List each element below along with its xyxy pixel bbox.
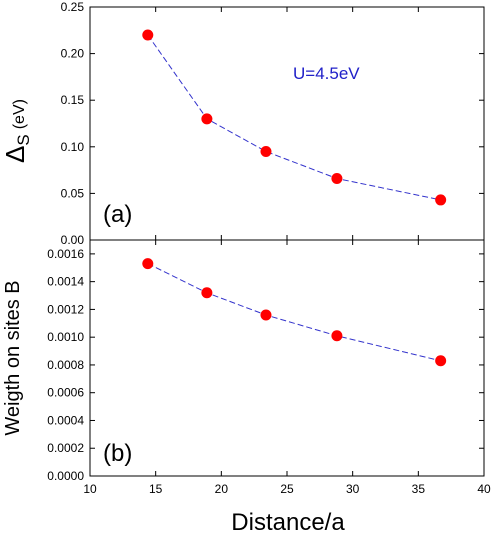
panel-b-y-ticks: 0.0000 0.0002 0.0004 0.0006 0.0008 0.0010 0.00… xyxy=(47,247,484,483)
panel-a-data-point xyxy=(201,113,213,125)
panel-a-data-point xyxy=(260,145,272,157)
panel-a-ylabel-unit: (eV) xyxy=(11,99,28,129)
panel-b-series xyxy=(142,258,447,367)
panel-b-frame xyxy=(89,239,485,477)
panel-b-y-tick-label: 0.0010 xyxy=(47,330,84,344)
panel-b-data-point xyxy=(142,258,154,270)
panel-a-y-tick-label: 0.05 xyxy=(61,186,85,200)
panel-b-x-tick-label: 40 xyxy=(477,482,491,496)
panel-b-data-point xyxy=(260,309,272,321)
panel-a-annotation: U=4.5eV xyxy=(293,64,360,83)
panel-b-y-tick-label: 0.0002 xyxy=(47,441,84,455)
panel-b-y-tick-label: 0.0006 xyxy=(47,386,84,400)
panel-a-label: (a) xyxy=(103,201,132,228)
panel-a-data-point xyxy=(331,172,343,184)
panel-a-ylabel-subscript: S xyxy=(14,134,33,145)
panel-b-label: (b) xyxy=(103,440,132,467)
panel-b-data-point xyxy=(435,355,447,367)
panel-b-ylabel: Weigth on sites B xyxy=(2,280,24,435)
panel-a-y-tick-label: 0.15 xyxy=(61,93,85,107)
panel-a-series xyxy=(142,29,447,206)
panel-b-x-tick-label: 30 xyxy=(346,482,360,496)
panel-b-y-tick-label: 0.0004 xyxy=(47,413,84,427)
panel-b-y-tick-label: 0.0014 xyxy=(47,275,84,289)
panel-b-y-tick-label: 0.0012 xyxy=(47,302,84,316)
panel-b-y-tick-label: 0.0016 xyxy=(47,247,84,261)
panel-b-x-tick-label: 35 xyxy=(412,482,426,496)
panel-b-y-tick-label: 0.0000 xyxy=(47,469,84,483)
svg-text:ΔS(eV): ΔS (eV) xyxy=(0,99,33,163)
panel-a-frame xyxy=(89,6,485,241)
panel-a-series-line xyxy=(147,34,441,201)
panel-b-x-tick-label: 10 xyxy=(83,482,97,496)
panel-b-y-tick-label: 0.0008 xyxy=(47,358,84,372)
panel-a-y-ticks: 0.00 0.05 0.10 0.15 0.20 0.25 xyxy=(61,0,485,247)
panel-a-y-tick-label: 0.10 xyxy=(61,140,85,154)
panel-a-data-point xyxy=(435,194,447,206)
panel-a-y-tick-label: 0.25 xyxy=(61,0,85,14)
panel-b-x-tick-label: 15 xyxy=(149,482,163,496)
panel-b-x-tick-label: 20 xyxy=(215,482,229,496)
panel-b-x-ticks: 10 15 20 25 30 35 40 xyxy=(83,240,491,496)
panel-a: 0.00 0.05 0.10 0.15 0.20 0.25 (a) U=4.5eV ΔS (… xyxy=(0,0,485,247)
panel-a-ylabel-symbol: Δ xyxy=(0,146,30,163)
panel-b-series-line xyxy=(147,263,441,362)
panel-a-data-point xyxy=(142,29,154,41)
panel-b-data-point xyxy=(201,287,213,299)
panel-b-x-tick-label: 25 xyxy=(280,482,294,496)
panel-b-xlabel: Distance/a xyxy=(231,509,345,536)
panel-a-ylabel: ΔS (eV) xyxy=(0,99,33,163)
panel-b-data-point xyxy=(331,330,343,342)
panel-a-y-tick-label: 0.20 xyxy=(61,47,85,61)
panel-b: 0.0000 0.0002 0.0004 0.0006 0.0008 0.0010 0.00… xyxy=(2,239,491,536)
panel-a-y-tick-label: 0.00 xyxy=(61,233,85,247)
